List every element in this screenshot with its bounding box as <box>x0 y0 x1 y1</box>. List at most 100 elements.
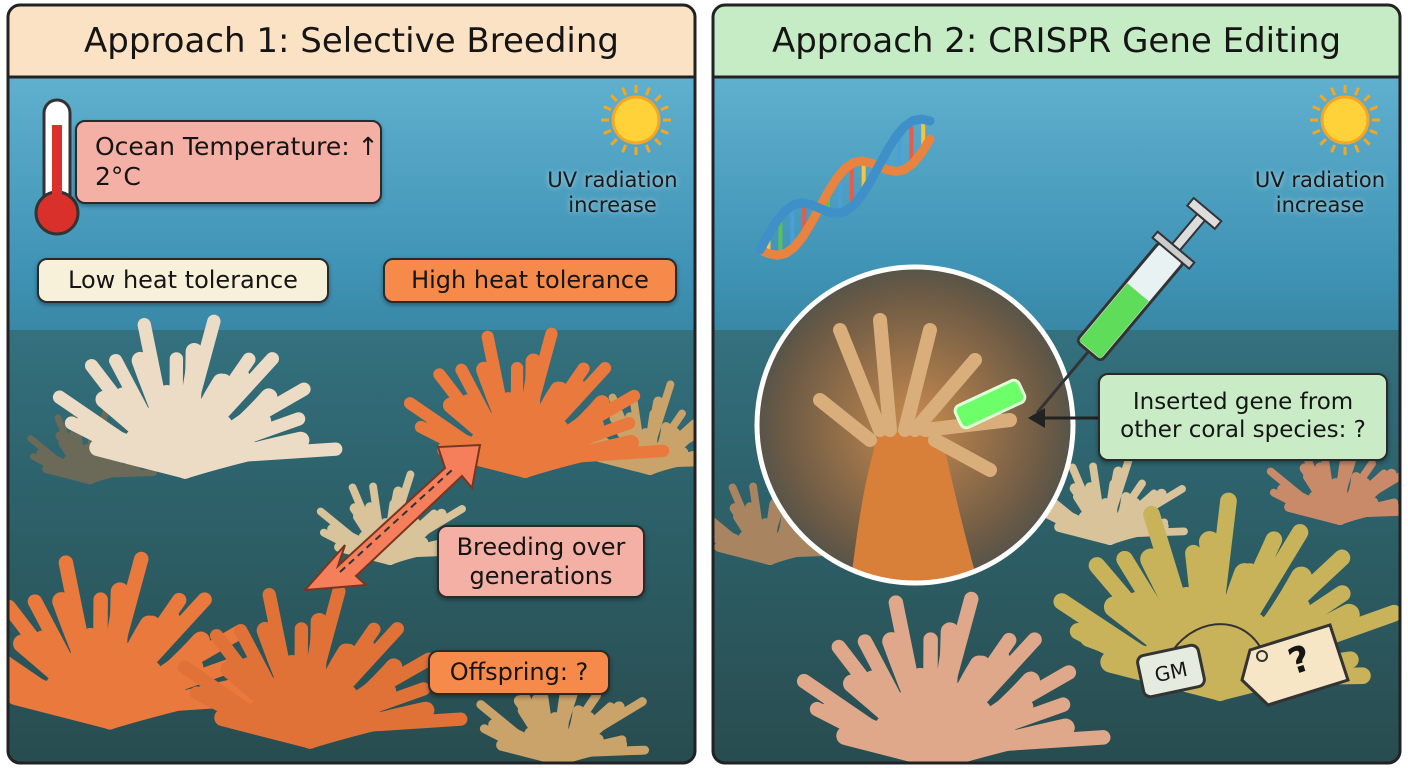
coral-branch <box>1266 467 1315 509</box>
sun-ray <box>1312 128 1321 135</box>
offspring-label: Offspring: ? <box>428 650 610 695</box>
header-bg <box>713 5 1400 77</box>
sun <box>611 95 661 145</box>
coral-branch <box>1118 489 1158 526</box>
panel-title: Approach 1: Selective Breeding <box>84 20 619 61</box>
coral-branch <box>523 327 558 422</box>
sun-ray <box>644 87 651 96</box>
coral-branch <box>544 361 612 434</box>
tentacle <box>908 353 982 437</box>
dna-strand <box>755 114 935 255</box>
coral-branch <box>963 632 1042 717</box>
header-bg <box>8 5 695 77</box>
coral-branch <box>1335 501 1399 525</box>
tentacle <box>873 313 897 437</box>
syringe <box>1036 196 1223 414</box>
coral-branch <box>1053 593 1164 672</box>
inserted-gene-label: Inserted gene from other coral species: … <box>1098 373 1388 461</box>
coral-branch <box>369 482 384 538</box>
sun-ray <box>1363 138 1371 146</box>
coral-branch <box>182 314 221 418</box>
coral-branch <box>29 453 72 478</box>
coral-branch <box>1039 508 1089 538</box>
coral-branch <box>713 528 749 558</box>
coral-branch <box>403 397 484 456</box>
coral-branch <box>1362 507 1400 517</box>
sun-ray <box>1319 138 1327 146</box>
coral-branch <box>571 444 670 463</box>
coral-branch <box>1269 488 1319 518</box>
coral-branch <box>398 509 438 546</box>
coral-branch <box>557 389 641 443</box>
tentacle <box>833 323 887 437</box>
breeding-arrow <box>302 443 482 592</box>
sun-ray <box>1353 144 1360 153</box>
coral-branch <box>937 591 979 704</box>
pointer-arrow <box>1028 408 1098 428</box>
coral-branch <box>137 318 170 422</box>
sun-ray <box>1312 105 1321 112</box>
tentacle <box>898 323 937 437</box>
coral-branch <box>650 380 675 440</box>
magnified-polyp <box>754 264 1076 586</box>
coral-branch <box>888 595 923 708</box>
coral-branch <box>585 697 647 738</box>
sun-ray <box>1319 94 1327 102</box>
sun-ray <box>610 94 618 102</box>
gm-tag <box>1136 623 1350 707</box>
coral-branch <box>1089 462 1104 518</box>
sun <box>1320 95 1370 145</box>
coral-branch <box>85 463 141 485</box>
sun-ray <box>1330 144 1337 153</box>
uv-label: UV radiation increase <box>547 167 678 217</box>
sun-ray <box>654 94 662 102</box>
coral-branch <box>978 665 1077 728</box>
sun-ray <box>1369 128 1378 135</box>
uv-label: UV radiation increase <box>1254 167 1386 217</box>
coral-branch <box>654 409 686 453</box>
tentacle <box>928 433 997 477</box>
coral-branch <box>1348 469 1388 506</box>
coral-branch <box>133 592 212 677</box>
coral-branch <box>52 390 141 455</box>
sun-ray <box>610 138 618 146</box>
sun-ray <box>1353 87 1360 96</box>
coral-branch <box>1344 459 1376 503</box>
sun-ray <box>621 144 628 153</box>
coral-branch <box>713 507 745 549</box>
coral-branch <box>27 435 69 471</box>
coral-branch <box>206 352 279 431</box>
panel-title: Approach 2: CRISPR Gene Editing <box>771 20 1342 61</box>
coral-branch <box>796 673 892 744</box>
coral-branch <box>749 482 764 538</box>
sun-ray <box>603 128 612 135</box>
coral-branch <box>1234 524 1309 635</box>
dna-strand <box>755 134 935 260</box>
coral-branch <box>479 724 536 757</box>
coral-branch <box>554 738 628 763</box>
sun-ray <box>603 105 612 112</box>
dna-icon <box>755 114 935 260</box>
sun-ray <box>644 144 651 153</box>
panel-border <box>711 3 1402 765</box>
breeding-label: Breeding over generations <box>437 525 645 598</box>
coral-branch <box>220 382 311 441</box>
thermometer <box>34 98 80 236</box>
coral-branch <box>658 419 695 456</box>
coral-branch <box>316 507 365 549</box>
coral-branch <box>262 588 295 692</box>
coral-branch <box>345 652 436 711</box>
coral-branch <box>361 712 468 732</box>
coral-branch <box>1110 450 1135 510</box>
sun-ray <box>660 105 669 112</box>
panel-border <box>6 3 697 765</box>
coral-branch <box>109 469 157 478</box>
sun-ray <box>660 128 669 135</box>
coral-branch <box>995 730 1111 752</box>
coral-branch <box>411 505 466 541</box>
coral-branch <box>8 633 62 704</box>
coral-branch <box>236 442 343 462</box>
coral-branch <box>671 415 695 451</box>
coral-branch <box>672 457 695 467</box>
